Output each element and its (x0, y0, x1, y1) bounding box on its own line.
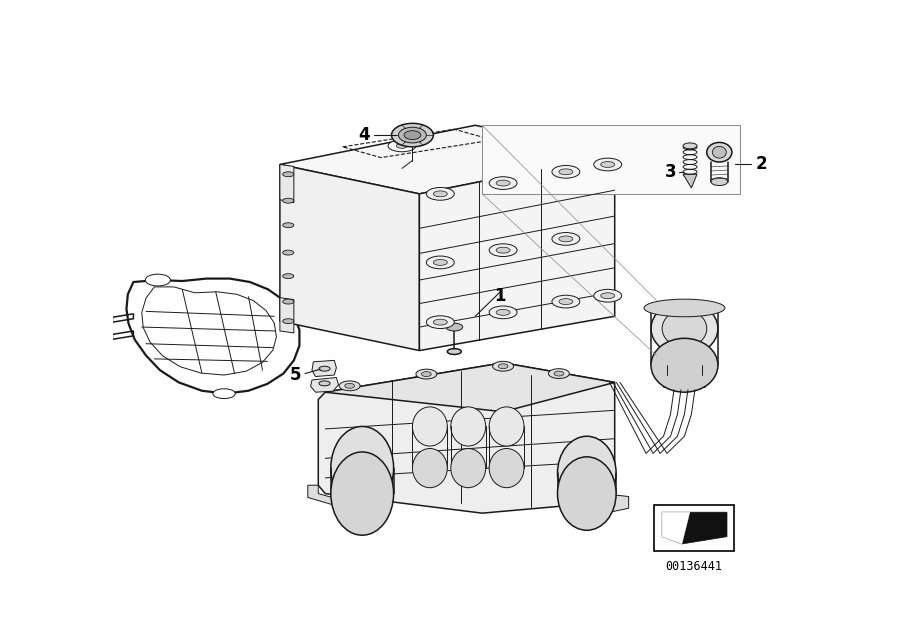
Ellipse shape (552, 295, 580, 308)
Ellipse shape (496, 310, 510, 315)
Ellipse shape (434, 191, 447, 197)
Ellipse shape (490, 177, 518, 190)
Ellipse shape (345, 384, 355, 388)
Ellipse shape (559, 236, 573, 242)
Ellipse shape (711, 177, 728, 186)
Polygon shape (662, 512, 690, 544)
Ellipse shape (331, 452, 393, 535)
Ellipse shape (283, 273, 293, 279)
Ellipse shape (283, 299, 293, 304)
Ellipse shape (283, 198, 293, 203)
Polygon shape (683, 174, 697, 188)
Text: 2: 2 (755, 155, 767, 174)
Ellipse shape (283, 250, 293, 255)
Polygon shape (662, 512, 727, 544)
Ellipse shape (600, 293, 615, 299)
Ellipse shape (392, 123, 434, 147)
Ellipse shape (421, 371, 431, 377)
Ellipse shape (388, 140, 416, 152)
Ellipse shape (331, 427, 393, 509)
Ellipse shape (490, 244, 518, 256)
Ellipse shape (490, 407, 524, 446)
Ellipse shape (145, 274, 170, 286)
Polygon shape (312, 361, 337, 377)
Ellipse shape (412, 407, 447, 446)
Ellipse shape (594, 158, 622, 171)
Polygon shape (280, 125, 615, 194)
Ellipse shape (416, 369, 436, 379)
Ellipse shape (713, 146, 726, 158)
Ellipse shape (499, 364, 508, 369)
Polygon shape (308, 485, 349, 509)
Polygon shape (419, 155, 615, 350)
Polygon shape (280, 165, 293, 203)
Ellipse shape (662, 310, 706, 347)
Text: 00136441: 00136441 (665, 560, 723, 573)
Ellipse shape (339, 381, 360, 391)
Ellipse shape (399, 127, 427, 143)
Polygon shape (587, 495, 628, 517)
Ellipse shape (451, 407, 486, 446)
Ellipse shape (451, 448, 486, 488)
Ellipse shape (490, 448, 524, 488)
Ellipse shape (396, 143, 408, 148)
Ellipse shape (319, 366, 330, 371)
Ellipse shape (427, 316, 454, 329)
Polygon shape (482, 125, 740, 194)
Ellipse shape (213, 389, 235, 399)
Ellipse shape (651, 338, 718, 392)
Text: 4: 4 (358, 126, 369, 144)
Polygon shape (280, 165, 419, 350)
Ellipse shape (427, 188, 454, 200)
Ellipse shape (496, 180, 510, 186)
Ellipse shape (651, 301, 718, 356)
Ellipse shape (594, 289, 622, 302)
Ellipse shape (559, 299, 573, 305)
Ellipse shape (552, 233, 580, 245)
Ellipse shape (554, 371, 563, 376)
Ellipse shape (283, 223, 293, 228)
Ellipse shape (434, 319, 447, 325)
Ellipse shape (496, 247, 510, 253)
Polygon shape (310, 378, 338, 392)
Polygon shape (325, 363, 615, 411)
Ellipse shape (412, 448, 447, 488)
Ellipse shape (683, 143, 697, 149)
Ellipse shape (446, 323, 463, 331)
Text: 3: 3 (665, 163, 676, 181)
Ellipse shape (552, 165, 580, 178)
Ellipse shape (447, 349, 461, 354)
Ellipse shape (600, 162, 615, 167)
Ellipse shape (490, 306, 518, 319)
Ellipse shape (404, 130, 421, 139)
Ellipse shape (548, 369, 570, 378)
Ellipse shape (434, 259, 447, 265)
Ellipse shape (557, 457, 617, 530)
Ellipse shape (283, 172, 293, 177)
Ellipse shape (319, 381, 330, 386)
Text: 5: 5 (290, 366, 301, 384)
Polygon shape (319, 363, 615, 513)
Ellipse shape (706, 142, 732, 162)
Text: 1: 1 (495, 287, 506, 305)
Polygon shape (663, 375, 706, 387)
Bar (653, 505, 734, 551)
Ellipse shape (644, 299, 724, 317)
Ellipse shape (283, 319, 293, 324)
Polygon shape (280, 298, 293, 333)
Ellipse shape (427, 256, 454, 269)
Ellipse shape (557, 436, 617, 509)
Ellipse shape (492, 361, 514, 371)
Ellipse shape (559, 169, 573, 175)
